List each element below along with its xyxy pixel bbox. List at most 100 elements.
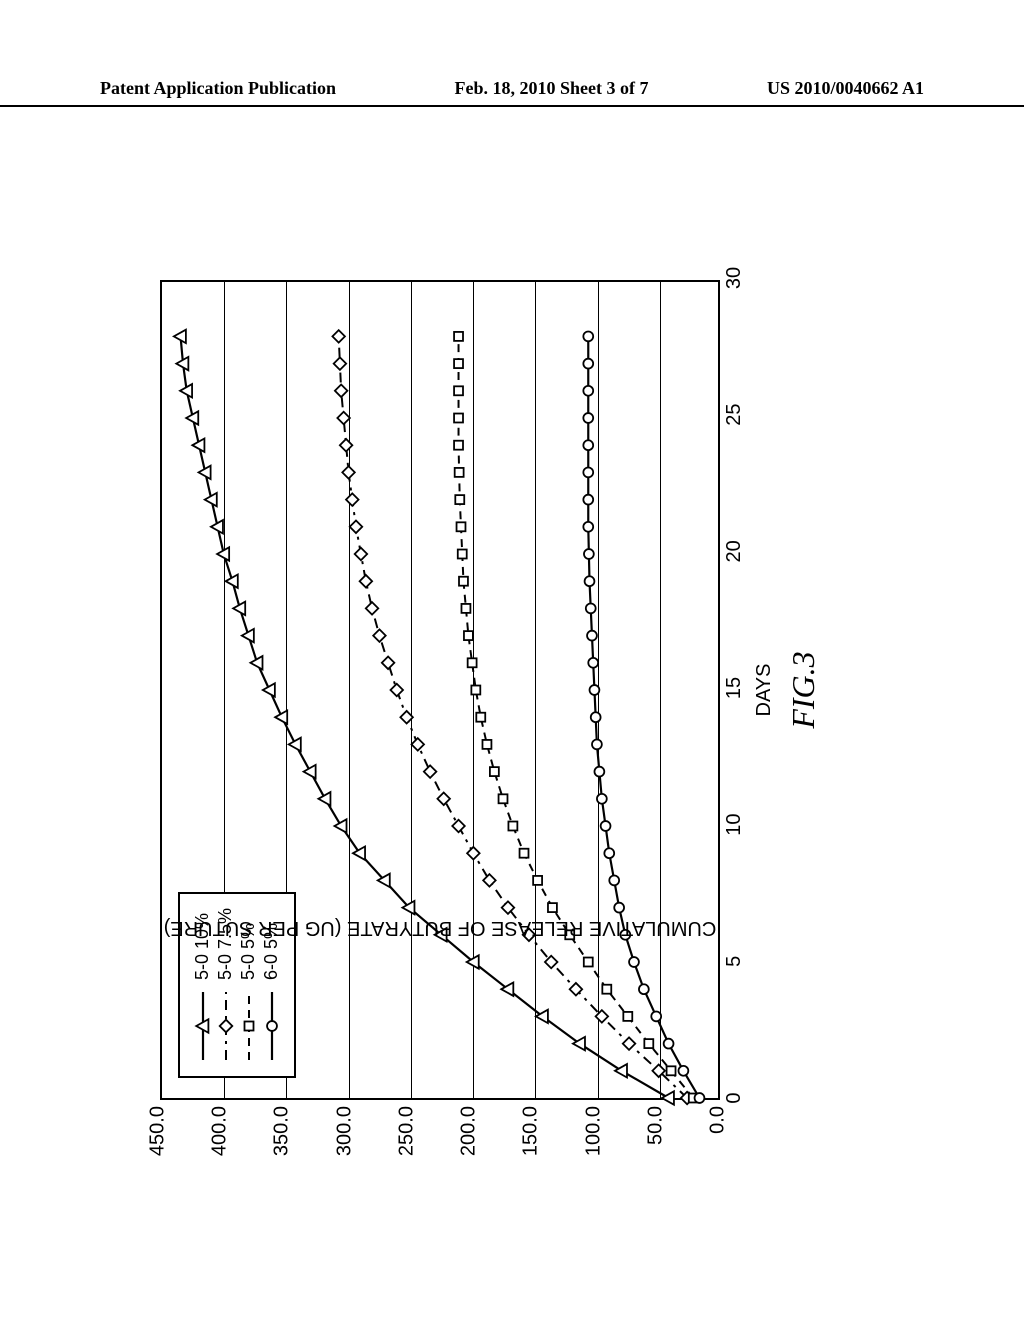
series-marker: [583, 440, 593, 450]
series-marker: [412, 738, 425, 751]
x-tick-label: 20: [723, 540, 746, 562]
series-marker: [548, 903, 557, 912]
series-marker: [424, 765, 437, 778]
series-marker: [174, 330, 186, 343]
figure-label: FIG.3: [785, 651, 822, 728]
series-marker: [629, 957, 639, 967]
series-marker: [596, 1010, 609, 1023]
series-marker: [587, 631, 597, 641]
series-marker: [464, 631, 473, 640]
series-marker: [591, 712, 601, 722]
series-marker: [459, 577, 468, 586]
series-marker: [583, 467, 593, 477]
x-tick-label: 0: [723, 1092, 746, 1103]
series-marker: [454, 332, 463, 341]
series-marker: [318, 792, 330, 805]
series-marker: [583, 331, 593, 341]
legend-swatch: [263, 990, 281, 1062]
figure-container: 5-0 10%5-0 7.5%5-0 5%6-0 5% 051015202530…: [120, 170, 904, 1220]
series-marker: [615, 1064, 627, 1077]
y-tick-label: 100.0: [582, 1106, 605, 1162]
series-marker: [499, 794, 508, 803]
y-tick-label: 250.0: [395, 1106, 418, 1162]
series-marker: [360, 575, 373, 588]
x-tick-label: 15: [723, 677, 746, 699]
series-marker: [651, 1011, 661, 1021]
series-marker: [455, 495, 464, 504]
legend-swatch: [217, 990, 235, 1062]
page-header: Patent Application Publication Feb. 18, …: [0, 78, 1024, 107]
series-marker: [609, 875, 619, 885]
series-marker: [585, 576, 595, 586]
y-tick-label: 350.0: [271, 1106, 294, 1162]
series-marker: [623, 1012, 632, 1021]
series-marker: [391, 684, 404, 697]
series-marker: [471, 686, 480, 695]
series-marker: [604, 848, 614, 858]
series-marker: [623, 1037, 636, 1050]
legend-swatch: [194, 990, 212, 1062]
series-marker: [583, 522, 593, 532]
y-tick-label: 300.0: [333, 1106, 356, 1162]
y-tick-label: 150.0: [520, 1106, 543, 1162]
series-marker: [353, 846, 365, 859]
series-marker: [594, 767, 604, 777]
series-marker: [342, 466, 355, 479]
series-marker: [508, 822, 517, 831]
legend-swatch: [240, 990, 258, 1062]
series-marker: [482, 740, 491, 749]
series-marker: [614, 903, 624, 913]
series-marker: [437, 793, 450, 806]
series-marker: [586, 603, 596, 613]
series-marker: [366, 602, 379, 615]
series-marker: [335, 385, 348, 398]
series-marker: [468, 658, 477, 667]
series-marker: [533, 876, 542, 885]
series-marker: [452, 820, 465, 833]
series-marker: [461, 604, 470, 613]
series-marker: [350, 521, 363, 534]
series-marker: [602, 985, 611, 994]
series-marker: [454, 386, 463, 395]
series-marker: [373, 629, 386, 642]
y-tick-label: 450.0: [147, 1106, 170, 1162]
x-tick-label: 5: [723, 956, 746, 967]
y-tick-label: 0.0: [707, 1106, 730, 1162]
series-marker: [639, 984, 649, 994]
series-marker: [457, 522, 466, 531]
series-marker: [601, 821, 611, 831]
x-axis-label: DAYS: [753, 664, 776, 717]
x-tick-label: 30: [723, 267, 746, 289]
y-tick-label: 50.0: [644, 1106, 667, 1162]
x-tick-label: 10: [723, 814, 746, 836]
series-marker: [346, 493, 359, 506]
series-marker: [583, 359, 593, 369]
series-marker: [454, 359, 463, 368]
series-marker: [483, 874, 496, 887]
series-marker: [662, 1091, 674, 1104]
series-marker: [382, 657, 395, 670]
y-tick-label: 400.0: [209, 1106, 232, 1162]
series-marker: [667, 1066, 676, 1075]
series-marker: [334, 357, 347, 370]
series-marker: [695, 1093, 705, 1103]
series-marker: [332, 330, 345, 343]
series-marker: [304, 765, 316, 778]
series-marker: [584, 549, 594, 559]
header-right: US 2010/0040662 A1: [767, 78, 924, 99]
series-marker: [583, 413, 593, 423]
series-marker: [584, 958, 593, 967]
series-marker: [289, 738, 301, 751]
header-left: Patent Application Publication: [100, 78, 336, 99]
series-marker: [454, 414, 463, 423]
x-tick-label: 25: [723, 404, 746, 426]
series-marker: [597, 794, 607, 804]
series-marker: [275, 710, 287, 723]
series-marker: [678, 1066, 688, 1076]
series-marker: [644, 1039, 653, 1048]
series-marker: [583, 495, 593, 505]
series-marker: [583, 386, 593, 396]
series-marker: [520, 849, 529, 858]
series-marker: [588, 658, 598, 668]
series-marker: [400, 711, 413, 724]
